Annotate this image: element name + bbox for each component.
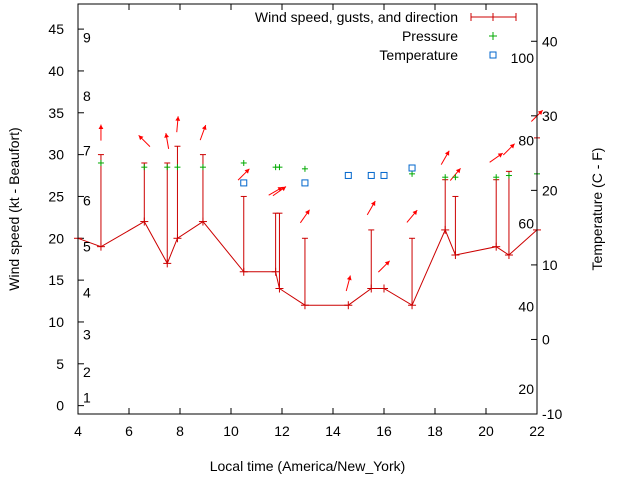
wind-direction-arrowhead — [98, 124, 104, 130]
beaufort-label: 3 — [83, 327, 91, 343]
y-tick-label-left: 15 — [48, 272, 64, 288]
wind-direction-arrowhead — [537, 110, 543, 116]
plot-decoration — [77, 4, 538, 415]
wind-direction-arrowhead — [370, 200, 376, 206]
wind-direction-arrowhead — [277, 187, 283, 192]
y-tick-label-left: 10 — [48, 314, 64, 330]
y-tick-label-right: 30 — [542, 108, 558, 124]
wind-direction-arrowhead — [164, 133, 169, 138]
wind-direction-arrowhead — [281, 186, 287, 192]
fahrenheit-label: 40 — [518, 298, 534, 314]
fahrenheit-label: 20 — [518, 381, 534, 397]
x-tick-label: 12 — [274, 423, 290, 439]
legend-swatch-temperature — [489, 51, 497, 59]
wind-speed-line — [77, 220, 538, 306]
plot-labels: 4 6 8 10 12 14 16 18 20 22051015202530354045-1001… — [48, 21, 562, 439]
y-tick-label-left: 40 — [48, 63, 64, 79]
temperature-point — [301, 179, 309, 187]
y-tick-label-right: 20 — [542, 182, 558, 198]
x-tick-label: 16 — [376, 423, 392, 439]
y-axis-label-left: Wind speed (kt - Beaufort) — [6, 127, 22, 290]
y-tick-label-left: 0 — [56, 398, 64, 414]
temperature-point — [380, 171, 388, 179]
x-tick-label: 18 — [427, 423, 443, 439]
wind-direction-arrowhead — [346, 275, 352, 281]
wind-direction-arrowhead — [497, 153, 503, 158]
x-tick-label: 8 — [176, 423, 184, 439]
beaufort-label: 5 — [83, 239, 91, 255]
x-tick-label: 14 — [325, 423, 341, 439]
legend: Wind speed, gusts, and direction Pressur… — [255, 9, 517, 63]
beaufort-label: 6 — [83, 193, 91, 209]
y-tick-label-left: 35 — [48, 105, 64, 121]
y-tick-label-left: 5 — [56, 356, 64, 372]
beaufort-label: 1 — [83, 389, 91, 405]
plot-series — [74, 109, 544, 310]
y-tick-label-left: 45 — [48, 21, 64, 37]
beaufort-label: 2 — [83, 364, 91, 380]
x-tick-label: 22 — [529, 423, 545, 439]
wind-direction-arrowhead — [201, 125, 207, 131]
y-tick-label-left: 25 — [48, 188, 64, 204]
beaufort-label: 4 — [83, 285, 91, 301]
x-tick-label: 4 — [74, 423, 82, 439]
wind-direction-arrowhead — [244, 168, 250, 174]
legend-label-temperature: Temperature — [379, 47, 458, 63]
x-tick-label: 20 — [478, 423, 494, 439]
y-tick-label-left: 20 — [48, 230, 64, 246]
x-axis-label: Local time (America/New_York) — [210, 458, 406, 474]
beaufort-label: 7 — [83, 142, 91, 158]
fahrenheit-label: 80 — [518, 133, 534, 149]
temperature-point — [344, 171, 352, 179]
beaufort-label: 8 — [83, 88, 91, 104]
temperature-point — [240, 179, 248, 187]
beaufort-label: 9 — [83, 29, 91, 45]
wind-direction-arrowhead — [455, 168, 461, 174]
y-tick-label-left: 30 — [48, 147, 64, 163]
x-tick-label: 6 — [125, 423, 133, 439]
y-tick-label-right: 0 — [542, 331, 550, 347]
fahrenheit-label: 60 — [518, 215, 534, 231]
y-tick-label-right: 10 — [542, 257, 558, 273]
wind-direction-arrowhead — [509, 143, 515, 149]
x-tick-label: 10 — [223, 423, 239, 439]
y-axis-label-right: Temperature (C - F) — [589, 148, 605, 271]
temperature-point — [367, 171, 375, 179]
legend-swatch-pressure — [489, 32, 497, 40]
temperature-point — [408, 164, 416, 172]
wind-direction-arrowhead — [384, 260, 390, 266]
y-tick-label-right: 40 — [542, 33, 558, 49]
wind-direction-arrowhead — [412, 210, 418, 216]
fahrenheit-label: 100 — [511, 50, 535, 66]
wind-direction-arrowhead — [444, 150, 450, 156]
wind-direction-arrowhead — [305, 209, 310, 215]
legend-label-pressure: Pressure — [402, 28, 458, 44]
wind-direction-arrowhead — [138, 135, 144, 141]
legend-label-wind: Wind speed, gusts, and direction — [255, 9, 458, 25]
wind-direction-arrowhead — [175, 116, 181, 121]
plot-frame — [77, 3, 538, 415]
y-tick-label-right: -10 — [542, 406, 562, 422]
